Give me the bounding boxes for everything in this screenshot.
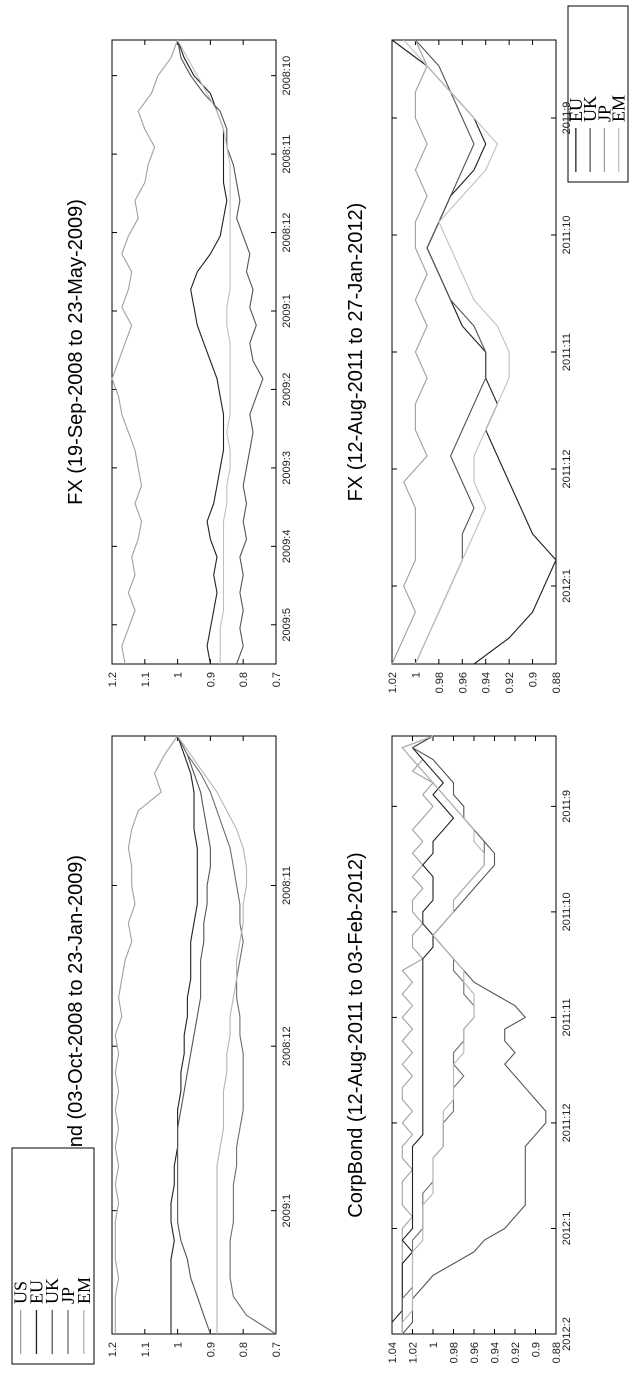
- chart-panel-0: 0.7 0.8 0.9 1 1.1 1.2 2008:11 2008:12 2009:1 Corp…: [65, 735, 293, 1357]
- chart-panel-2: 0.7 0.8 0.9 1 1.1 1.2 2008:10 2008:11 2008:12 200…: [65, 39, 293, 687]
- plot-frame: [111, 39, 277, 665]
- x-tick-label: 2011:11: [561, 998, 573, 1036]
- x-tick-label: 2009:4: [281, 530, 293, 564]
- y-tick-label: 1.04: [387, 1342, 399, 1363]
- y-tick-label: 0.98: [434, 672, 446, 693]
- x-tick-label: 2008:10: [281, 56, 293, 96]
- y-tick-label: 1.02: [387, 672, 399, 693]
- x-tick-label: 2009:1: [281, 294, 293, 328]
- legend-label-uk: UK: [42, 1278, 62, 1304]
- series-line-us: [114, 735, 179, 1334]
- y-tick-label: 0.8: [238, 672, 250, 687]
- legend-label-jp: JP: [594, 105, 614, 122]
- legend-box: [567, 5, 629, 183]
- series-line-us: [401, 735, 434, 1334]
- y-tick-label: 1: [428, 1342, 440, 1348]
- legend-label-eu: EU: [26, 1280, 46, 1304]
- y-tick-label: 0.88: [551, 672, 563, 693]
- x-tick-label: 2009:5: [281, 608, 293, 642]
- chart-title: FX (19-Sep-2008 to 23-May-2009): [65, 199, 87, 505]
- y-tick-label: 0.7: [271, 1342, 283, 1357]
- x-tick-label: 2008:12: [281, 213, 293, 253]
- legend-label-eu: EU: [566, 98, 586, 122]
- series-line-eu: [391, 735, 455, 1334]
- y-tick-label: 0.94: [490, 1342, 502, 1363]
- plots-layer: 0.7 0.8 0.9 1 1.1 1.2 2008:11 2008:12 2009:1 Corp…: [11, 5, 629, 1365]
- chart-title: CorpBond (03-Oct-2008 to 23-Jan-2009): [65, 855, 87, 1215]
- y-tick-label: 0.96: [469, 1342, 481, 1363]
- series-line-eu: [170, 735, 198, 1334]
- x-tick-label: 2011:11: [561, 333, 573, 371]
- plot-frame: [391, 39, 557, 665]
- legend-box: [11, 1147, 95, 1365]
- y-tick-label: 1.2: [107, 672, 119, 687]
- x-tick-label: 2008:11: [281, 866, 293, 905]
- series-line-em: [177, 39, 231, 664]
- y-tick-label: 1: [410, 672, 422, 678]
- x-tick-label: 2008:12: [281, 1026, 293, 1066]
- x-tick-label: 2012:2: [561, 1317, 573, 1351]
- y-tick-label: 0.7: [271, 672, 283, 687]
- y-tick-label: 1: [173, 672, 185, 678]
- x-tick-label: 2011:10: [561, 216, 573, 255]
- series-line-eu: [177, 39, 228, 665]
- x-tick-label: 2008:11: [281, 135, 293, 174]
- y-tick-label: 0.88: [551, 1342, 563, 1363]
- y-tick-label: 0.92: [510, 1342, 522, 1363]
- y-tick-label: 0.94: [481, 672, 493, 693]
- legend-label-uk: UK: [580, 96, 600, 122]
- x-tick-label: 2011:10: [561, 892, 573, 931]
- y-tick-label: 0.9: [531, 1342, 543, 1357]
- y-tick-label: 0.9: [528, 672, 540, 687]
- series-line-jp: [111, 39, 179, 665]
- y-tick-label: 1.1: [140, 1342, 152, 1357]
- series-line-em: [401, 735, 485, 1334]
- series-line-jp: [391, 39, 428, 665]
- x-tick-label: 2011:9: [561, 790, 573, 823]
- chart-title: CorpBond (12-Aug-2011 to 03-Feb-2012): [345, 852, 367, 1217]
- chart-panel-3: 0.88 0.9 0.92 0.94 0.96 0.98 1 1.02 2011:9 2011:1…: [345, 39, 573, 693]
- x-tick-label: 2012:1: [561, 569, 573, 603]
- y-tick-label: 0.96: [457, 672, 469, 693]
- legend-label-jp: JP: [58, 1287, 78, 1304]
- y-tick-label: 0.9: [205, 672, 217, 687]
- y-tick-label: 1.02: [408, 1342, 420, 1363]
- y-tick-label: 1.2: [107, 1342, 119, 1357]
- x-tick-label: 2011:12: [561, 450, 573, 489]
- x-tick-label: 2012:1: [561, 1212, 573, 1246]
- series-line-em: [177, 735, 248, 1334]
- series-line-jp: [177, 735, 277, 1335]
- x-tick-label: 2009:2: [281, 373, 293, 407]
- x-tick-label: 2011:12: [561, 1103, 573, 1142]
- chart-panel-1: 0.88 0.9 0.92 0.94 0.96 0.98 1 1.02 1.04 2011:9 20…: [345, 735, 573, 1363]
- x-tick-label: 2011:9: [561, 102, 573, 135]
- x-tick-label: 2009:3: [281, 451, 293, 485]
- y-tick-label: 0.98: [449, 1342, 461, 1363]
- y-tick-label: 1.1: [140, 672, 152, 687]
- legend-label-em: EM: [74, 1277, 94, 1304]
- y-tick-label: 0.8: [238, 1342, 250, 1357]
- y-tick-label: 1: [173, 1342, 185, 1348]
- series-line-em: [403, 39, 510, 665]
- series-line-uk: [177, 735, 211, 1335]
- y-tick-label: 0.9: [205, 1342, 217, 1357]
- x-tick-label: 2009:1: [281, 1194, 293, 1228]
- chart-title: FX (12-Aug-2011 to 27-Jan-2012): [345, 203, 367, 502]
- legend-label-em: EM: [609, 95, 629, 122]
- legend-label-us: US: [11, 1281, 31, 1304]
- y-tick-label: 0.92: [504, 672, 516, 693]
